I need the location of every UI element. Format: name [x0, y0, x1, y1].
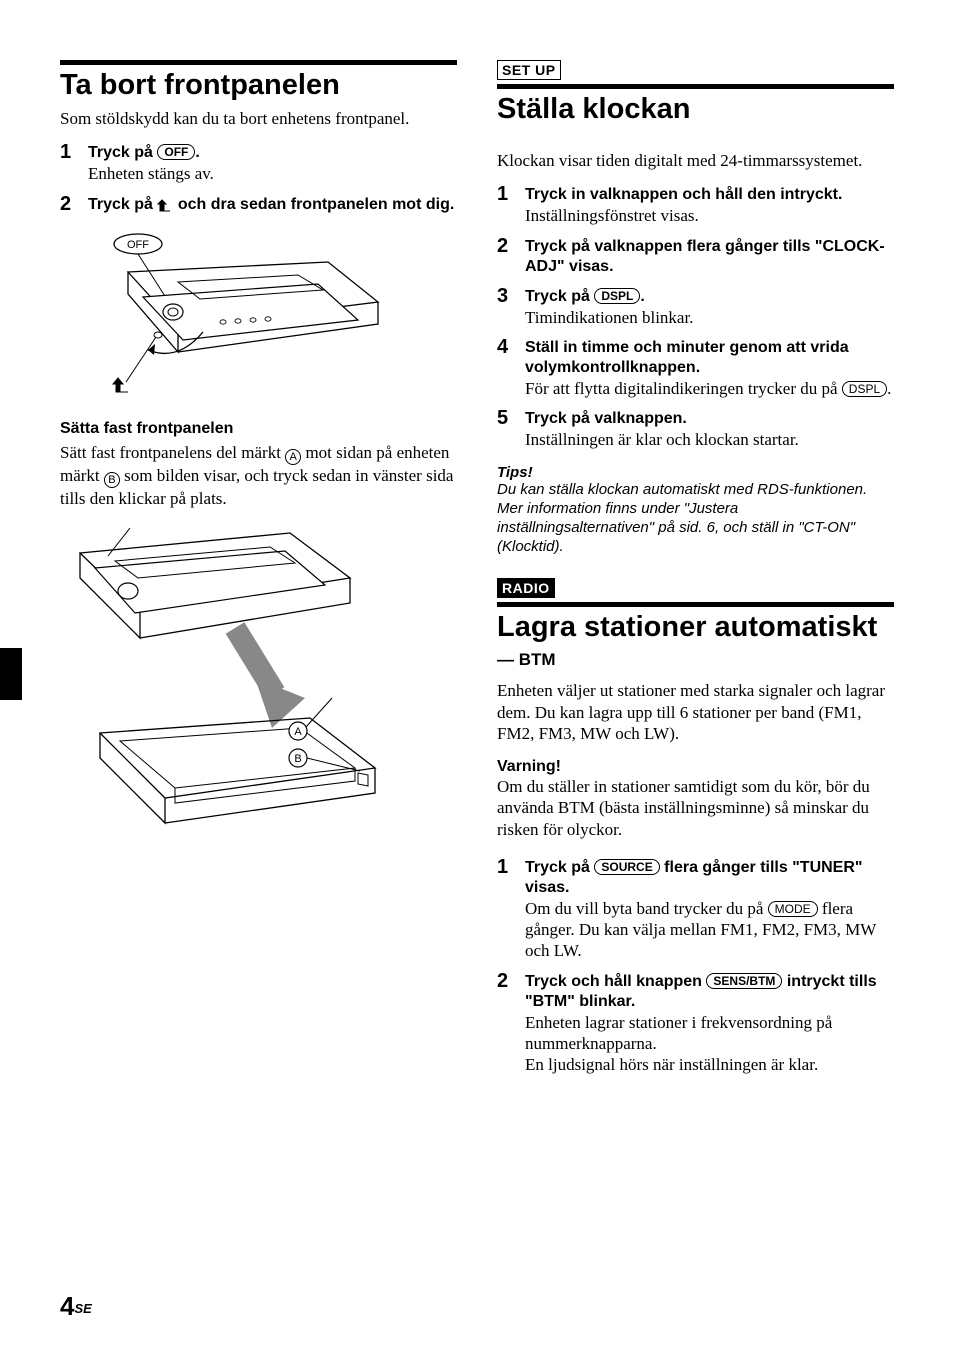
steps-clock: Tryck in valknappen och håll den intryck… — [497, 185, 894, 450]
step-2: Tryck och håll knappen SENS/BTM intryckt… — [497, 972, 894, 1076]
heading-set-clock: Ställa klockan — [497, 93, 894, 126]
step-text: Tryck på — [88, 144, 157, 161]
svg-text:B: B — [294, 753, 301, 765]
release-icon — [157, 198, 173, 218]
page-side-tab — [0, 648, 22, 700]
svg-text:A: A — [294, 726, 302, 738]
off-button-label: OFF — [157, 144, 195, 160]
source-button-label: SOURCE — [594, 859, 659, 875]
step-text: och dra sedan frontpanelen mot dig. — [173, 196, 454, 213]
section-rule — [497, 602, 894, 607]
section-rule — [497, 84, 894, 89]
step-bold: Tryck på valknappen flera gånger tills "… — [525, 238, 885, 275]
steps-btm: Tryck på SOURCE flera gånger tills "TUNE… — [497, 858, 894, 1076]
step-text: Tryck på — [88, 196, 157, 213]
warning-body: Om du ställer in stationer samtidigt som… — [497, 776, 894, 840]
tips-text: Mer information finns under "Justera ins… — [497, 500, 894, 556]
subheading-attach: Sätta fast frontpanelen — [60, 420, 457, 438]
step-1: Tryck på OFF. Enheten stängs av. — [60, 143, 457, 184]
setup-label: SET UP — [497, 60, 561, 80]
clock-intro: Klockan visar tiden digitalt med 24-timm… — [497, 150, 894, 171]
btm-subtitle: — BTM — [497, 650, 894, 670]
step-bold: Ställ in timme och minuter genom att vri… — [525, 339, 849, 376]
step-1: Tryck på SOURCE flera gånger tills "TUNE… — [497, 858, 894, 962]
tips-text: Du kan ställa klockan automatiskt med RD… — [497, 481, 894, 500]
step-body: Inställningen är klar och klockan starta… — [525, 430, 799, 449]
step-bold: Tryck på valknappen. — [525, 410, 687, 427]
attach-body: Sätt fast frontpanelens del märkt A mot … — [60, 442, 457, 509]
off-label: OFF — [127, 239, 149, 251]
heading-remove-panel: Ta bort frontpanelen — [60, 69, 457, 102]
step-2: Tryck på valknappen flera gånger tills "… — [497, 237, 894, 277]
figure-attach-panel: A B — [60, 523, 457, 843]
warning-heading: Varning! — [497, 758, 894, 776]
sens-btm-button-label: SENS/BTM — [706, 973, 782, 989]
mode-button-label: MODE — [768, 901, 818, 917]
step-body: Inställningsfönstret visas. — [525, 206, 699, 225]
section-rule — [60, 60, 457, 65]
heading-btm: Lagra stationer automatiskt — [497, 611, 894, 644]
figure-remove-panel: OFF — [88, 232, 457, 402]
step-bold: Tryck in valknappen och håll den intryck… — [525, 186, 842, 203]
step-5: Tryck på valknappen. Inställningen är kl… — [497, 409, 894, 450]
step-body: Timindikationen blinkar. — [525, 308, 693, 327]
marker-b: B — [104, 472, 120, 488]
intro-text: Som stöldskydd kan du ta bort enhetens f… — [60, 108, 457, 129]
step-text: . — [195, 144, 199, 161]
marker-a: A — [285, 449, 301, 465]
dspl-button-label: DSPL — [842, 381, 887, 397]
steps-remove-panel: Tryck på OFF. Enheten stängs av. Tryck p… — [60, 143, 457, 217]
dspl-button-label: DSPL — [594, 288, 640, 304]
left-column: Ta bort frontpanelen Som stöldskydd kan … — [60, 60, 457, 1089]
step-body: Enheten stängs av. — [88, 164, 214, 183]
tips-heading: Tips! — [497, 464, 894, 481]
step-1: Tryck in valknappen och håll den intryck… — [497, 185, 894, 226]
radio-label: RADIO — [497, 578, 555, 598]
btm-intro: Enheten väljer ut stationer med starka s… — [497, 680, 894, 744]
page-columns: Ta bort frontpanelen Som stöldskydd kan … — [60, 60, 894, 1089]
step-4: Ställ in timme och minuter genom att vri… — [497, 338, 894, 399]
step-2: Tryck på och dra sedan frontpanelen mot … — [60, 195, 457, 218]
page-number: 4SE — [60, 1291, 92, 1322]
step-3: Tryck på DSPL. Timindikationen blinkar. — [497, 287, 894, 328]
right-column: SET UP Ställa klockan Klockan visar tide… — [497, 60, 894, 1089]
step-body: En ljudsignal hörs när inställningen är … — [525, 1055, 818, 1074]
step-body: Enheten lagrar stationer i frekvensordni… — [525, 1013, 832, 1053]
